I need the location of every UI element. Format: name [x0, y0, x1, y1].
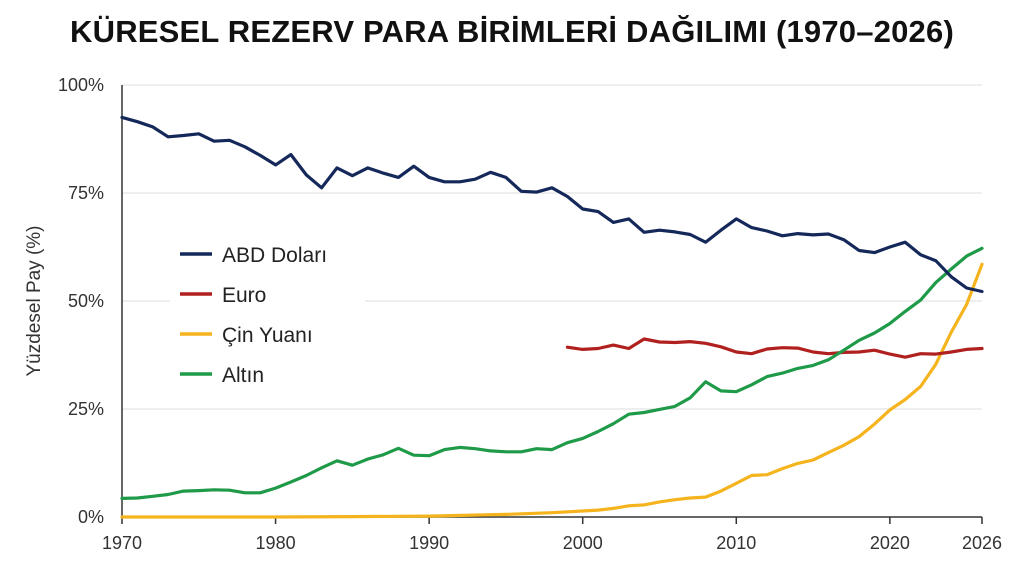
legend-label: Çin Yuanı: [222, 324, 313, 347]
legend-label: ABD Doları: [222, 244, 327, 267]
series-line-abd-doları: [120, 115, 984, 294]
y-tick-label: 25%: [68, 399, 104, 419]
x-tick-label: 2000: [563, 533, 603, 553]
legend-box: [170, 232, 365, 400]
series-lines: [120, 115, 984, 519]
series-line-euro: [565, 337, 984, 359]
x-tick-label: 1990: [409, 533, 449, 553]
series-line-altın: [120, 246, 984, 500]
y-tick-label: 75%: [68, 183, 104, 203]
y-axis-label: Yüzdesel Pay (%): [24, 225, 45, 376]
series-line-çin-yuanı: [120, 262, 984, 519]
chart-title: KÜRESEL REZERV PARA BİRİMLERİ DAĞILIMI (…: [70, 14, 954, 49]
y-tick-label: 100%: [58, 75, 104, 95]
x-tick-label: 1970: [102, 533, 142, 553]
x-tick-label: 2026: [962, 533, 1002, 553]
x-tick-label: 1980: [256, 533, 296, 553]
legend: ABD Doları Euro Çin Yuanı Altın: [170, 232, 365, 400]
y-tick-label: 50%: [68, 291, 104, 311]
y-tick-label: 0%: [78, 507, 104, 527]
x-tick-label: 2010: [716, 533, 756, 553]
legend-label: Altın: [222, 364, 264, 387]
legend-label: Euro: [222, 284, 266, 307]
x-tick-label: 2020: [870, 533, 910, 553]
